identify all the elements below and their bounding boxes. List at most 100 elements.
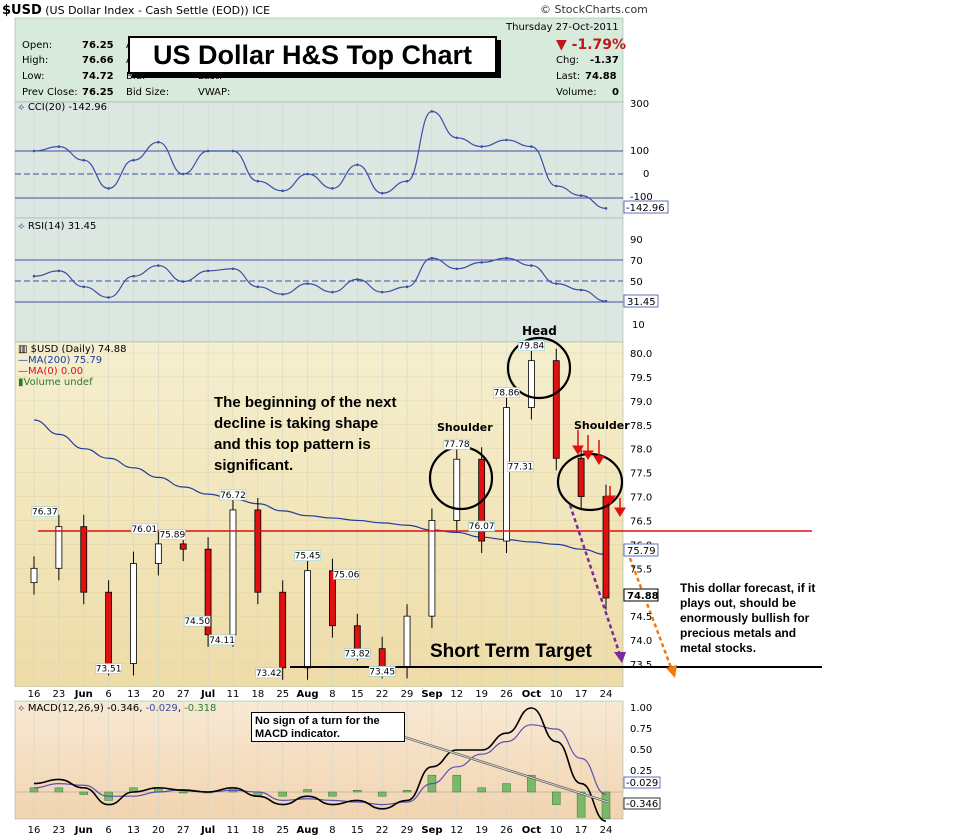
price-candle — [179, 543, 187, 550]
svg-text:-0.346: -0.346 — [626, 799, 658, 810]
price-tick-label: 79.0 — [630, 397, 652, 408]
rsi-point — [132, 274, 135, 278]
open-label: Open: — [22, 40, 53, 51]
macd-value-tag: -0.346 — [623, 797, 661, 810]
price-point-label: 73.51 — [96, 665, 122, 675]
price-tick-label: 78.0 — [630, 445, 652, 456]
price-tick-label: 74.0 — [630, 636, 652, 647]
chg-label: Chg: — [556, 55, 580, 66]
left-shoulder-label: Shoulder — [437, 421, 493, 434]
price-candle — [105, 591, 113, 664]
date-tick-label: 29 — [401, 825, 414, 836]
date-tick-label: 18 — [251, 825, 264, 836]
macd-histogram-bar — [54, 787, 64, 793]
down-triangle-icon: ▼ — [556, 37, 567, 53]
macd-histogram-bar — [402, 790, 412, 793]
price-candle — [229, 509, 237, 636]
date-tick-label: 23 — [53, 825, 66, 836]
date-tick-label: 26 — [500, 689, 513, 700]
date-tick-label: 17 — [575, 689, 588, 700]
cci-point — [206, 149, 210, 153]
svg-text:100: 100 — [630, 146, 649, 157]
macd-histogram-bar — [477, 787, 486, 793]
red-arrows — [572, 430, 626, 517]
indicator-icon: ⟡ — [18, 703, 25, 714]
svg-text:0.50: 0.50 — [630, 745, 652, 756]
svg-text:75.79: 75.79 — [627, 546, 656, 557]
pattern-annotation: The beginning of the next decline is tak… — [214, 394, 397, 474]
price-label-box — [468, 520, 495, 532]
rsi-point — [604, 299, 608, 303]
cci-point — [356, 163, 359, 167]
low-value: 74.72 — [82, 71, 114, 82]
pct-change: ▼ -1.79% — [556, 37, 627, 53]
price-candle — [428, 520, 436, 617]
rsi-point — [107, 296, 110, 299]
svg-text:1.00: 1.00 — [630, 703, 652, 714]
price-gridlines — [15, 352, 623, 665]
cci-point — [480, 145, 483, 148]
price-point-label: 76.72 — [220, 491, 246, 501]
line-icon: — — [18, 355, 28, 366]
date-tick-label: 19 — [475, 689, 488, 700]
rsi-point — [82, 285, 86, 289]
date-tick-label: 18 — [251, 689, 264, 700]
price-candle — [403, 615, 411, 667]
brand-logo[interactable]: © StockCharts.com — [540, 3, 648, 16]
price-point-label: 77.78 — [444, 440, 470, 450]
date-tick-label: 22 — [376, 825, 389, 836]
bar-icon: ▮ — [18, 377, 24, 388]
date-tick-label: 29 — [401, 689, 414, 700]
macd-histogram-bar — [278, 791, 287, 797]
price-label-box — [344, 648, 371, 659]
date-tick-label: Oct — [522, 689, 541, 700]
rsi-point — [455, 267, 459, 271]
chg-value: -1.37 — [590, 55, 619, 66]
cci-point — [256, 179, 260, 183]
price-label-box — [368, 666, 396, 677]
price-tick-label: 78.5 — [630, 421, 652, 432]
macd-lines — [33, 707, 607, 822]
date-tick-label: Aug — [297, 825, 319, 836]
date-tick-label: 22 — [376, 689, 389, 700]
price-label-box — [294, 550, 321, 562]
cci-point — [530, 145, 533, 148]
date-tick-label: 12 — [450, 825, 463, 836]
price-tick-label: 77.0 — [630, 493, 652, 504]
date-tick-label: 13 — [127, 689, 140, 700]
macd-histogram-bar — [552, 791, 561, 805]
date-tick-label: Aug — [297, 689, 319, 700]
indicator-icon: ⟡ — [18, 221, 25, 232]
macd-histogram-bar — [328, 791, 337, 797]
rsi-point — [356, 278, 359, 281]
cci-reference-lines — [15, 150, 623, 199]
cci-point — [579, 194, 583, 197]
head-circle — [506, 336, 572, 400]
price-label-box — [333, 569, 360, 580]
price-candle — [304, 570, 311, 669]
rsi-point — [380, 290, 384, 294]
chart-title: US Dollar H&S Top Chart — [152, 40, 473, 70]
date-tick-label: 23 — [53, 689, 66, 700]
bid-label: Bid: — [126, 71, 146, 82]
price-candle — [602, 496, 610, 599]
cci-point — [132, 158, 135, 162]
date-tick-label: 27 — [177, 825, 190, 836]
purple-projection — [568, 504, 622, 656]
cci-label: ⟡ CCI(20) -142.96 — [18, 102, 108, 113]
price-point-label: 75.45 — [295, 552, 321, 562]
cci-point — [554, 184, 558, 188]
price-label-box — [507, 461, 534, 473]
price-label-box — [255, 667, 282, 679]
date-tick-label: 20 — [152, 825, 165, 836]
rsi-point — [57, 269, 61, 273]
price-point-label: 78.86 — [494, 389, 520, 399]
price-candle — [378, 648, 386, 667]
price-candle — [55, 526, 63, 569]
date-tick-label: 8 — [329, 689, 335, 700]
date-tick-label: Jun — [74, 825, 93, 836]
cci-axis: 300 100 0 -100 — [630, 99, 653, 203]
rsi-point — [505, 256, 508, 260]
ma-value-tag: 75.79 — [623, 543, 659, 557]
purple-arrowhead — [614, 652, 626, 663]
